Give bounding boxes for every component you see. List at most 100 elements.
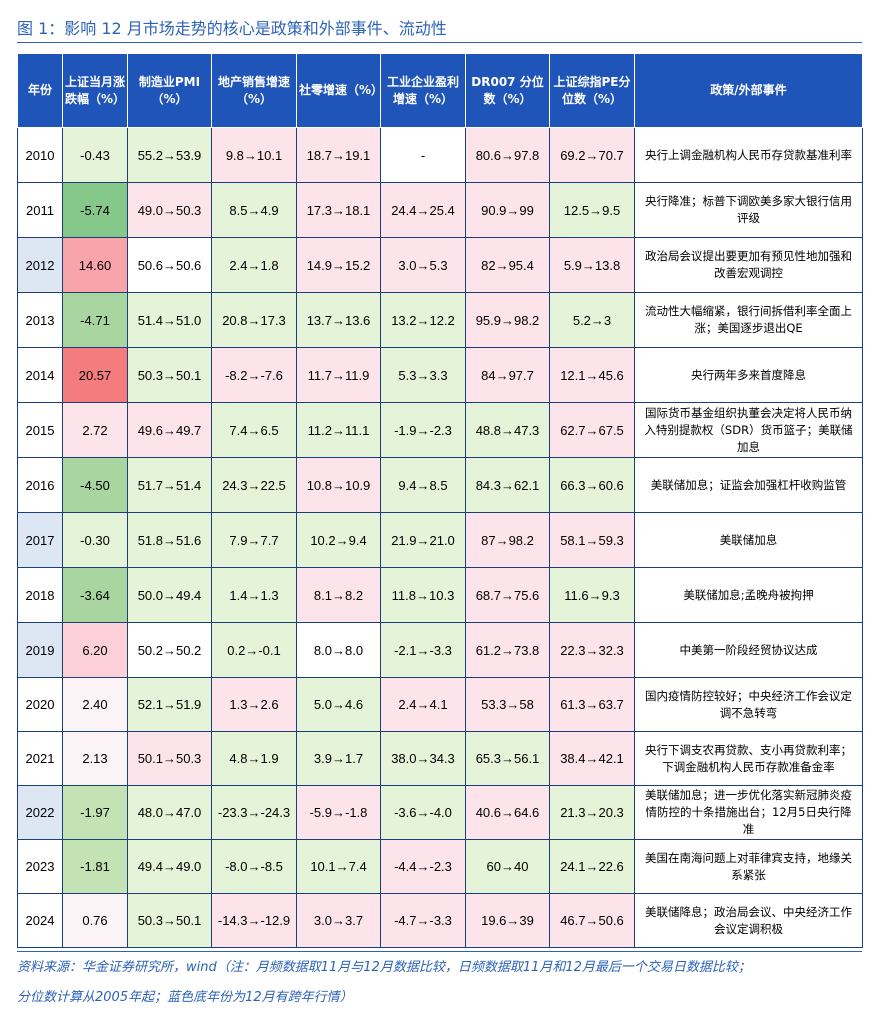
pmi-cell: 50.0→49.4	[127, 567, 212, 623]
industrial-profit-cell: -4.4→-2.3	[380, 839, 466, 894]
dr007-cell: 40.6→64.6	[465, 785, 550, 840]
dr007-cell: 68.7→75.6	[465, 567, 550, 623]
property-sales-cell: 0.2→-0.1	[211, 622, 297, 678]
col-header-year: 年份	[17, 53, 63, 128]
dr007-cell: 90.9→99	[465, 182, 550, 238]
dr007-cell: 87→98.2	[465, 512, 550, 568]
retail-cell: 11.2→11.1	[296, 402, 381, 458]
year-cell: 2015	[17, 402, 63, 458]
pmi-cell: 51.8→51.6	[127, 512, 212, 568]
event-cell: 美联储加息	[634, 512, 863, 568]
industrial-profit-cell: 11.8→10.3	[380, 567, 466, 623]
pe-cell: 24.1→22.6	[549, 839, 635, 894]
pmi-cell: 55.2→53.9	[127, 127, 212, 183]
year-cell: 2011	[17, 182, 63, 238]
year-cell: 2012	[17, 237, 63, 293]
table-row: 2016 -4.50 51.7→51.4 24.3→22.5 10.8→10.9…	[17, 457, 863, 513]
col-header-index-change: 上证当月涨跌幅（%）	[62, 53, 128, 128]
year-cell: 2022	[17, 785, 63, 840]
industrial-profit-cell: -2.1→-3.3	[380, 622, 466, 678]
industrial-profit-cell: 2.4→4.1	[380, 677, 466, 732]
property-sales-cell: 8.5→4.9	[211, 182, 297, 238]
retail-cell: -5.9→-1.8	[296, 785, 381, 840]
table-row: 2013 -4.71 51.4→51.0 20.8→17.3 13.7→13.6…	[17, 292, 863, 348]
pe-cell: 12.5→9.5	[549, 182, 635, 238]
property-sales-cell: 4.8→1.9	[211, 731, 297, 786]
property-sales-cell: -14.3→-12.9	[211, 893, 297, 948]
title-divider	[17, 42, 862, 43]
table-row: 2018 -3.64 50.0→49.4 1.4→1.3 8.1→8.2 11.…	[17, 567, 863, 623]
table-row: 2012 14.60 50.6→50.6 2.4→1.8 14.9→15.2 3…	[17, 237, 863, 293]
dr007-cell: 19.6→39	[465, 893, 550, 948]
retail-cell: 10.8→10.9	[296, 457, 381, 513]
industrial-profit-cell: -3.6→-4.0	[380, 785, 466, 840]
pmi-cell: 49.6→49.7	[127, 402, 212, 458]
retail-cell: 17.3→18.1	[296, 182, 381, 238]
event-cell: 美联储加息;孟晚舟被拘押	[634, 567, 863, 623]
pmi-cell: 49.4→49.0	[127, 839, 212, 894]
event-cell: 流动性大幅缩紧，银行间拆借利率全面上涨；美国逐步退出QE	[634, 292, 863, 348]
index-change-cell: 6.20	[62, 622, 128, 678]
property-sales-cell: 7.4→6.5	[211, 402, 297, 458]
event-cell: 央行两年多来首度降息	[634, 347, 863, 403]
industrial-profit-cell: 9.4→8.5	[380, 457, 466, 513]
index-change-cell: 20.57	[62, 347, 128, 403]
index-change-cell: 2.40	[62, 677, 128, 732]
col-header-property-sales: 地产销售增速（%）	[211, 53, 297, 128]
industrial-profit-cell: -	[380, 127, 466, 183]
table-row: 2011 -5.74 49.0→50.3 8.5→4.9 17.3→18.1 2…	[17, 182, 863, 238]
retail-cell: 13.7→13.6	[296, 292, 381, 348]
property-sales-cell: 2.4→1.8	[211, 237, 297, 293]
property-sales-cell: -23.3→-24.3	[211, 785, 297, 840]
footnote-divider	[17, 951, 862, 952]
event-cell: 央行上调金融机构人民币存贷款基准利率	[634, 127, 863, 183]
pe-cell: 11.6→9.3	[549, 567, 635, 623]
index-change-cell: -0.43	[62, 127, 128, 183]
dr007-cell: 80.6→97.8	[465, 127, 550, 183]
industrial-profit-cell: 21.9→21.0	[380, 512, 466, 568]
pe-cell: 58.1→59.3	[549, 512, 635, 568]
property-sales-cell: 24.3→22.5	[211, 457, 297, 513]
dr007-cell: 61.2→73.8	[465, 622, 550, 678]
dr007-cell: 65.3→56.1	[465, 731, 550, 786]
col-header-pmi: 制造业PMI（%）	[127, 53, 212, 128]
year-cell: 2016	[17, 457, 63, 513]
index-change-cell: -3.64	[62, 567, 128, 623]
pe-cell: 22.3→32.3	[549, 622, 635, 678]
table-row: 2019 6.20 50.2→50.2 0.2→-0.1 8.0→8.0 -2.…	[17, 622, 863, 678]
pe-cell: 69.2→70.7	[549, 127, 635, 183]
index-change-cell: -1.81	[62, 839, 128, 894]
pe-cell: 38.4→42.1	[549, 731, 635, 786]
table-row: 2017 -0.30 51.8→51.6 7.9→7.7 10.2→9.4 21…	[17, 512, 863, 568]
index-change-cell: 2.13	[62, 731, 128, 786]
table-row: 2024 0.76 50.3→50.1 -14.3→-12.9 3.0→3.7 …	[17, 893, 863, 948]
dr007-cell: 60→40	[465, 839, 550, 894]
property-sales-cell: 20.8→17.3	[211, 292, 297, 348]
retail-cell: 8.1→8.2	[296, 567, 381, 623]
dr007-cell: 84.3→62.1	[465, 457, 550, 513]
year-cell: 2014	[17, 347, 63, 403]
index-change-cell: 0.76	[62, 893, 128, 948]
retail-cell: 14.9→15.2	[296, 237, 381, 293]
property-sales-cell: 7.9→7.7	[211, 512, 297, 568]
footnote-line-1: 资料来源：华金证券研究所，wind（注：月频数据取11月与12月数据比较，日频数…	[17, 960, 751, 975]
index-change-cell: -5.74	[62, 182, 128, 238]
dr007-cell: 84→97.7	[465, 347, 550, 403]
index-change-cell: -4.50	[62, 457, 128, 513]
industrial-profit-cell: -4.7→-3.3	[380, 893, 466, 948]
col-header-pe: 上证综指PE分位数（%）	[549, 53, 635, 128]
pe-cell: 5.9→13.8	[549, 237, 635, 293]
retail-cell: 3.9→1.7	[296, 731, 381, 786]
footnote-line-2: 分位数计算从2005年起；蓝色底年份为12月有跨年行情）	[17, 990, 353, 1005]
table-row: 2020 2.40 52.1→51.9 1.3→2.6 5.0→4.6 2.4→…	[17, 677, 863, 732]
table-row: 2015 2.72 49.6→49.7 7.4→6.5 11.2→11.1 -1…	[17, 402, 863, 458]
pe-cell: 12.1→45.6	[549, 347, 635, 403]
event-cell: 美联储降息；政治局会议、中央经济工作会议定调积极	[634, 893, 863, 948]
year-cell: 2013	[17, 292, 63, 348]
property-sales-cell: -8.2→-7.6	[211, 347, 297, 403]
dr007-cell: 48.8→47.3	[465, 402, 550, 458]
index-change-cell: -1.97	[62, 785, 128, 840]
property-sales-cell: -8.0→-8.5	[211, 839, 297, 894]
event-cell: 国内疫情防控较好；中央经济工作会议定调不急转弯	[634, 677, 863, 732]
pmi-cell: 51.4→51.0	[127, 292, 212, 348]
